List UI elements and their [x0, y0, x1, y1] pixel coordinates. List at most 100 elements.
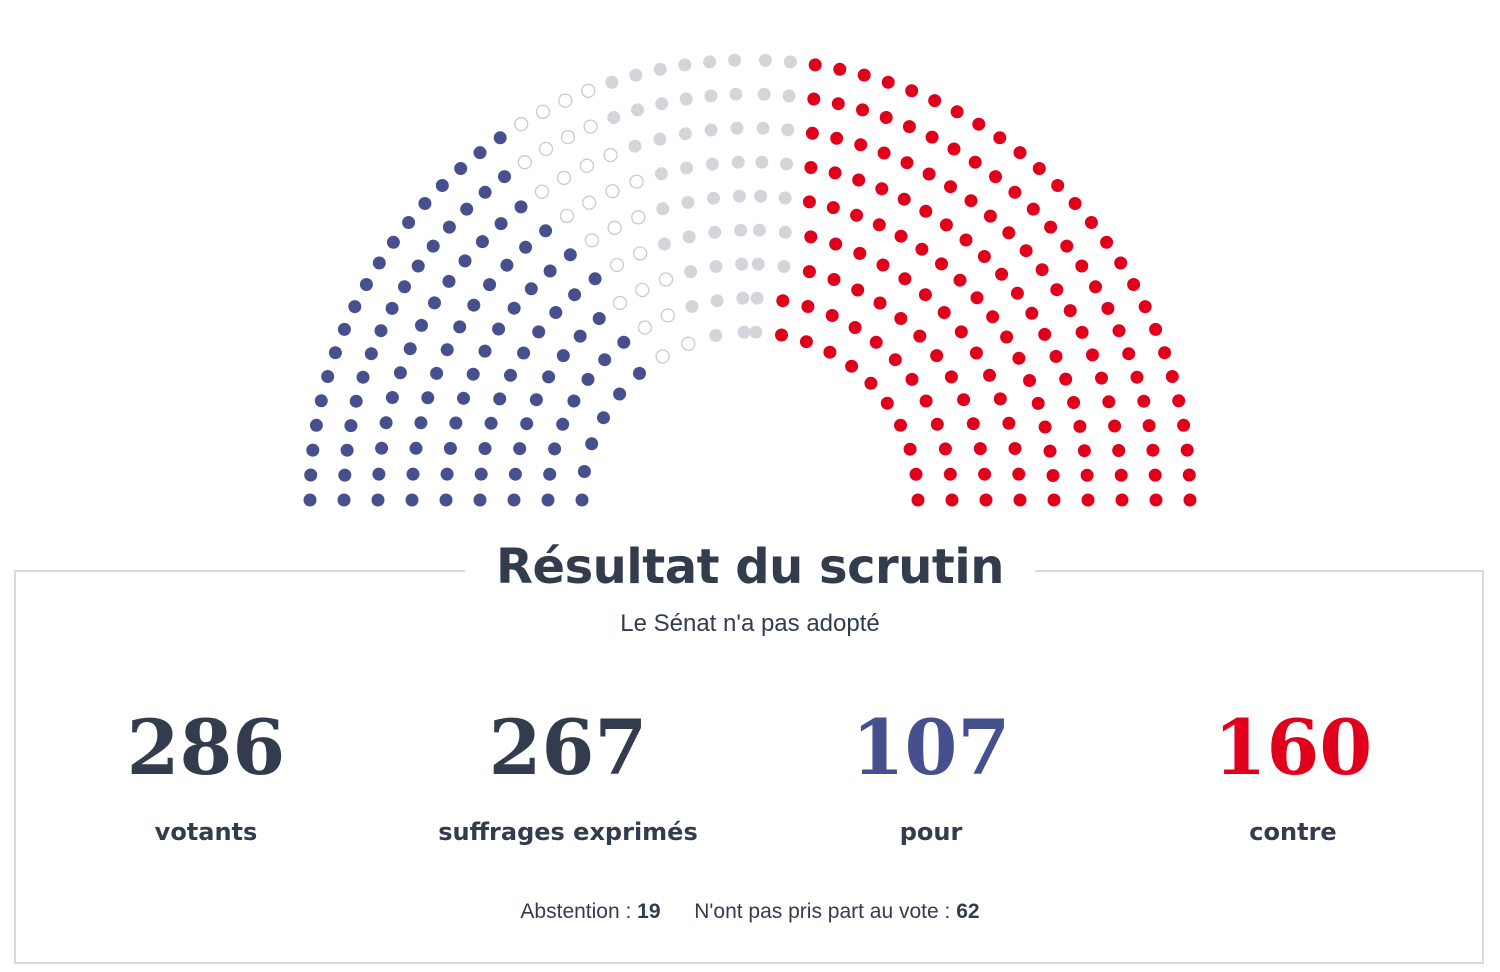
seat-pour [372, 256, 386, 270]
seat-contre [894, 229, 908, 243]
seat-non-votants-right [731, 155, 745, 169]
seat-contre [881, 75, 895, 89]
seat-pour [349, 394, 363, 408]
seat-contre [826, 201, 840, 215]
seat-pour [440, 343, 454, 357]
seat-non-votants-right [735, 257, 749, 271]
seat-contre [1012, 351, 1026, 365]
seat-pour [542, 370, 556, 384]
seat-contre [799, 335, 813, 349]
seat-pour [306, 443, 320, 457]
seat-pour [473, 493, 487, 507]
seat-abstention [655, 97, 669, 111]
seat-abstention [629, 68, 643, 82]
non-votants-value: 62 [956, 900, 980, 923]
non-votants-label: N'ont pas pris part au vote : [694, 900, 951, 923]
stat-suffrages-label: suffrages exprimés [438, 818, 698, 846]
seat-contre [1043, 444, 1057, 458]
seat-pour [598, 353, 612, 367]
seat-contre [1035, 263, 1049, 277]
seat-non-votants-right [749, 325, 763, 339]
seat-contre [986, 310, 1000, 324]
seat-contre [957, 393, 971, 407]
seat-contre [1051, 179, 1065, 192]
seat-non-votants-right [758, 53, 772, 67]
seat-pour [328, 346, 342, 360]
seat-contre [823, 345, 837, 359]
seat-contre [1013, 146, 1027, 160]
seat-non-votants-right [707, 191, 720, 205]
seat-contre [1008, 185, 1022, 199]
seat-non-votants-left [579, 158, 595, 173]
seat-pour [514, 200, 528, 214]
seat-contre [970, 291, 984, 305]
seat-contre [950, 105, 964, 119]
seat-non-votants-left [556, 170, 572, 186]
seat-contre [1012, 467, 1026, 481]
seat-contre [897, 192, 911, 206]
seat-non-votants-right [736, 291, 750, 305]
seat-pour [475, 235, 489, 249]
seat-non-votants-left [560, 129, 576, 145]
seat-pour [483, 278, 497, 292]
seat-contre [1112, 324, 1126, 338]
seat-contre [802, 195, 816, 209]
seat-non-votants-left [517, 155, 532, 170]
seat-contre [830, 131, 844, 145]
seat-contre [827, 273, 841, 286]
seat-pour [484, 416, 498, 430]
seat-non-votants-right [678, 58, 692, 72]
seat-contre [1026, 202, 1040, 216]
seat-contre [775, 328, 788, 342]
seat-non-votants-right [729, 87, 743, 101]
seat-contre [944, 180, 957, 194]
seat-contre [1077, 444, 1091, 458]
seat-pour [309, 418, 323, 432]
seat-pour [426, 239, 440, 253]
seat-pour [473, 146, 487, 160]
seat-contre [928, 94, 942, 108]
seat-contre [983, 368, 996, 382]
seat-contre [968, 155, 982, 169]
seat-non-votants-right [782, 89, 796, 103]
seat-pour [443, 441, 457, 455]
seat-contre [1149, 493, 1163, 507]
seat-pour [575, 493, 589, 507]
seat-contre [879, 111, 893, 124]
seat-pour [478, 344, 492, 358]
seat-contre [829, 237, 843, 251]
seat-contre [1063, 304, 1077, 318]
seat-non-votants-left [534, 184, 550, 199]
seat-pour [385, 301, 399, 315]
seat-pour [478, 185, 492, 199]
seat-non-votants-right [750, 291, 764, 305]
seat-pour [507, 493, 521, 507]
seat-pour [374, 324, 388, 338]
seat-pour [405, 493, 419, 507]
seat-contre [1130, 370, 1144, 384]
seat-contre [935, 257, 948, 271]
seat-contre [1101, 301, 1115, 315]
seat-contre [1148, 468, 1162, 482]
seat-pour [500, 258, 514, 272]
seat-non-votants-left [558, 93, 573, 108]
seat-contre [1068, 197, 1082, 210]
seat-contre [1084, 216, 1098, 229]
seat-non-votants-left [637, 320, 653, 335]
seat-non-votants-right [708, 225, 722, 239]
seat-contre [978, 467, 992, 481]
seat-contre [944, 370, 958, 384]
seat-contre [1122, 347, 1136, 361]
seat-non-votants-right [777, 260, 791, 273]
seat-contre [804, 161, 818, 174]
seat-contre [1108, 419, 1122, 433]
seat-contre [918, 288, 932, 302]
seat-abstention [682, 230, 696, 244]
seat-non-votants-left [603, 147, 618, 163]
seat-non-votants-left [633, 246, 648, 261]
seat-contre [1073, 419, 1087, 433]
seat-contre [1080, 468, 1094, 482]
seat-non-votants-right [732, 189, 746, 203]
seat-contre [922, 167, 936, 181]
seat-contre [902, 120, 916, 134]
